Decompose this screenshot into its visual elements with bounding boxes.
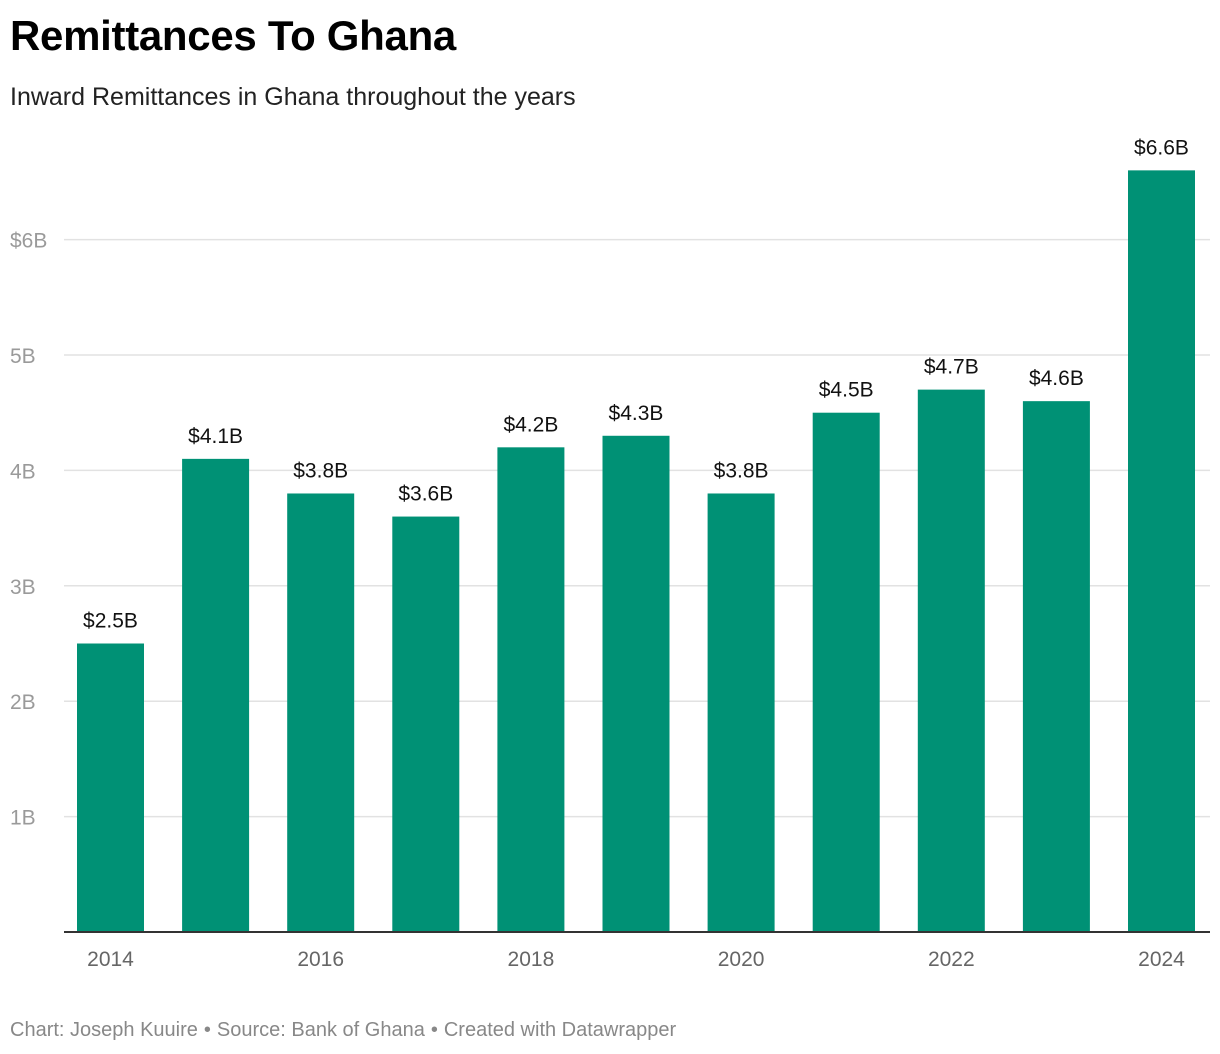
x-tick-label: 2020: [718, 948, 765, 971]
bar-2015: [182, 458, 250, 932]
bar-chart: $2.5B $4.1B $3.8B $3.6B $4.2B $4.3B $3.8B $4.5B…: [10, 136, 1210, 971]
y-tick-label: 4B: [10, 460, 36, 483]
x-tick-label: 2022: [928, 948, 975, 971]
value-label-2016: $3.8B: [293, 459, 348, 482]
value-label-2015: $4.1B: [188, 425, 243, 448]
axes: 1B 2B 3B 4B 5B $6B 2014 2016 2018 2020 2022 2024: [10, 230, 1210, 971]
x-tick-label: 2014: [87, 948, 134, 971]
value-label-2014: $2.5B: [83, 610, 138, 633]
value-labels: $2.5B $4.1B $3.8B $3.6B $4.2B $4.3B $3.8B $4.5B…: [83, 136, 1189, 632]
bar-2016: [287, 493, 355, 932]
value-label-2018: $4.2B: [503, 413, 558, 436]
value-label-2020: $3.8B: [714, 459, 769, 482]
bar-2017: [392, 516, 460, 932]
bar-2018: [497, 447, 565, 932]
y-tick-label: 3B: [10, 576, 36, 599]
value-label-2021: $4.5B: [819, 379, 874, 402]
y-tick-label: $6B: [10, 230, 47, 253]
chart-title: Remittances To Ghana: [10, 12, 456, 59]
chart-footer: Chart: Joseph Kuuire • Source: Bank of Gha…: [10, 1016, 676, 1044]
x-tick-label: 2018: [508, 948, 555, 971]
footer-separator: •: [203, 1019, 211, 1041]
footer-source: Source: Bank of Ghana: [216, 1019, 425, 1041]
y-tick-label: 2B: [10, 691, 36, 714]
bar-2019: [602, 435, 670, 932]
footer-credit: Created with Datawrapper: [443, 1019, 677, 1041]
footer-separator: •: [430, 1019, 438, 1041]
y-tick-label: 5B: [10, 345, 36, 368]
value-label-2024: $6.6B: [1134, 136, 1189, 159]
value-label-2017: $3.6B: [398, 483, 453, 506]
value-label-2019: $4.3B: [609, 402, 664, 425]
footer-author: Chart: Joseph Kuuire: [10, 1019, 198, 1041]
bar-2024: [1128, 170, 1195, 933]
bar-2021: [812, 412, 880, 932]
x-tick-label: 2024: [1138, 948, 1185, 971]
bar-2023: [1022, 401, 1090, 932]
bar-2014: [77, 643, 144, 932]
y-tick-label: 1B: [10, 807, 36, 830]
x-tick-label: 2016: [297, 948, 344, 971]
value-label-2022: $4.7B: [924, 356, 979, 379]
bars: [77, 170, 1195, 933]
bar-2020: [707, 493, 775, 932]
value-label-2023: $4.6B: [1029, 367, 1084, 390]
chart-subtitle: Inward Remittances in Ghana throughout t…: [10, 83, 576, 111]
bar-2022: [917, 389, 985, 932]
